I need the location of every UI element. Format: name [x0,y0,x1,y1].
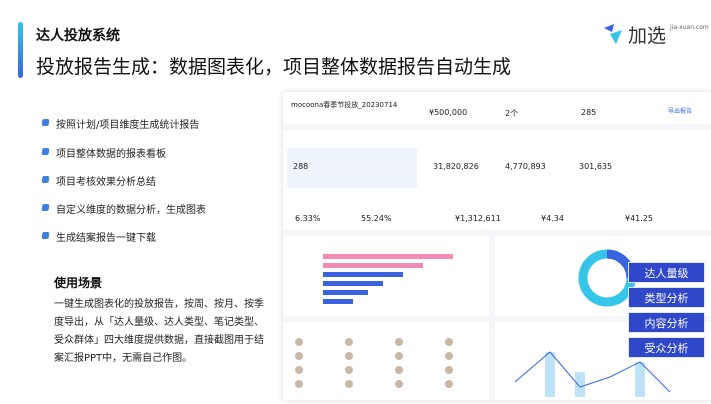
usage-text: 一键生成图表化的投放报告，按周、按月、按季度导出，从「达人量级、达人类型、笔记类… [54,299,264,364]
stat-value: 55.24% [361,214,392,223]
line-chart-decoration [514,351,671,397]
tag-button[interactable]: 内容分析 [628,312,705,333]
stat-value: ¥1,312,611 [455,214,501,223]
stat-value: ¥41.25 [625,214,653,223]
creator-list-card [283,322,489,400]
feature-text: 按照计划/项目维度生成统计报告 [56,120,200,131]
bar-chart-decoration [323,254,453,304]
usage-title: 使用场景 [54,276,103,290]
line-chart-card [495,322,711,400]
project-name: mocoona春季节投放_20230714 [291,101,398,109]
tag-button[interactable]: 受众分析 [628,337,705,358]
feature-text: 项目整体数据的报表看板 [56,149,166,160]
feature-text: 生成结案报告一键下载 [56,233,156,244]
logo-text: 加选 [628,25,667,47]
stat-value: 4,770,893 [505,162,546,171]
tag-button[interactable]: 达人量级 [628,262,705,283]
stat-value: 31,820,826 [433,162,479,171]
export-button[interactable]: 导出报告 [668,108,693,115]
dashboard-header: mocoona春季节投放_20230714 ¥500,000 2个 285 导出… [283,92,711,124]
tag-button[interactable]: 类型分析 [628,287,705,308]
title: 达人投放系统 [36,28,120,44]
feature: 自定义维度的数据分析，生成图表 [42,201,206,216]
logo-url: jia-xuan.com [670,24,709,31]
stat-value: 6.33% [295,214,321,223]
stat-value: 301,635 [579,162,613,171]
stat-box [287,148,417,188]
feature: 生成结案报告一键下载 [42,229,156,244]
feature-text: 项目考核效果分析总结 [56,177,156,188]
feature: 按照计划/项目维度生成统计报告 [42,116,199,131]
feature-text: 自定义维度的数据分析，生成图表 [56,205,206,216]
bar-chart-card [283,236,489,316]
subtitle: 投放报告生成：数据图表化，项目整体数据报告自动生成 [36,56,512,78]
feature: 项目整体数据的报表看板 [42,145,166,160]
accent-bar [18,22,23,78]
logo-icon [604,24,622,44]
top-value: 285 [581,108,597,117]
stat-value: ¥4.34 [541,214,564,223]
stat-value: 288 [293,162,309,171]
top-value: 2个 [505,109,519,118]
stats-card: 288 31,820,826 4,770,893 301,635 6.33% 5… [283,130,711,230]
avatar-grid [295,338,453,388]
top-value: ¥500,000 [429,108,468,117]
feature: 项目考核效果分析总结 [42,173,156,188]
